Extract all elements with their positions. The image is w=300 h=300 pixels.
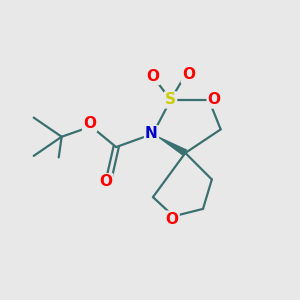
Text: S: S	[165, 92, 176, 107]
Text: O: O	[166, 212, 178, 227]
Text: O: O	[146, 69, 159, 84]
Polygon shape	[153, 134, 187, 156]
Text: O: O	[182, 68, 195, 82]
Text: O: O	[83, 116, 96, 131]
Text: O: O	[208, 92, 221, 107]
Text: O: O	[99, 174, 112, 189]
Text: N: N	[145, 126, 158, 141]
